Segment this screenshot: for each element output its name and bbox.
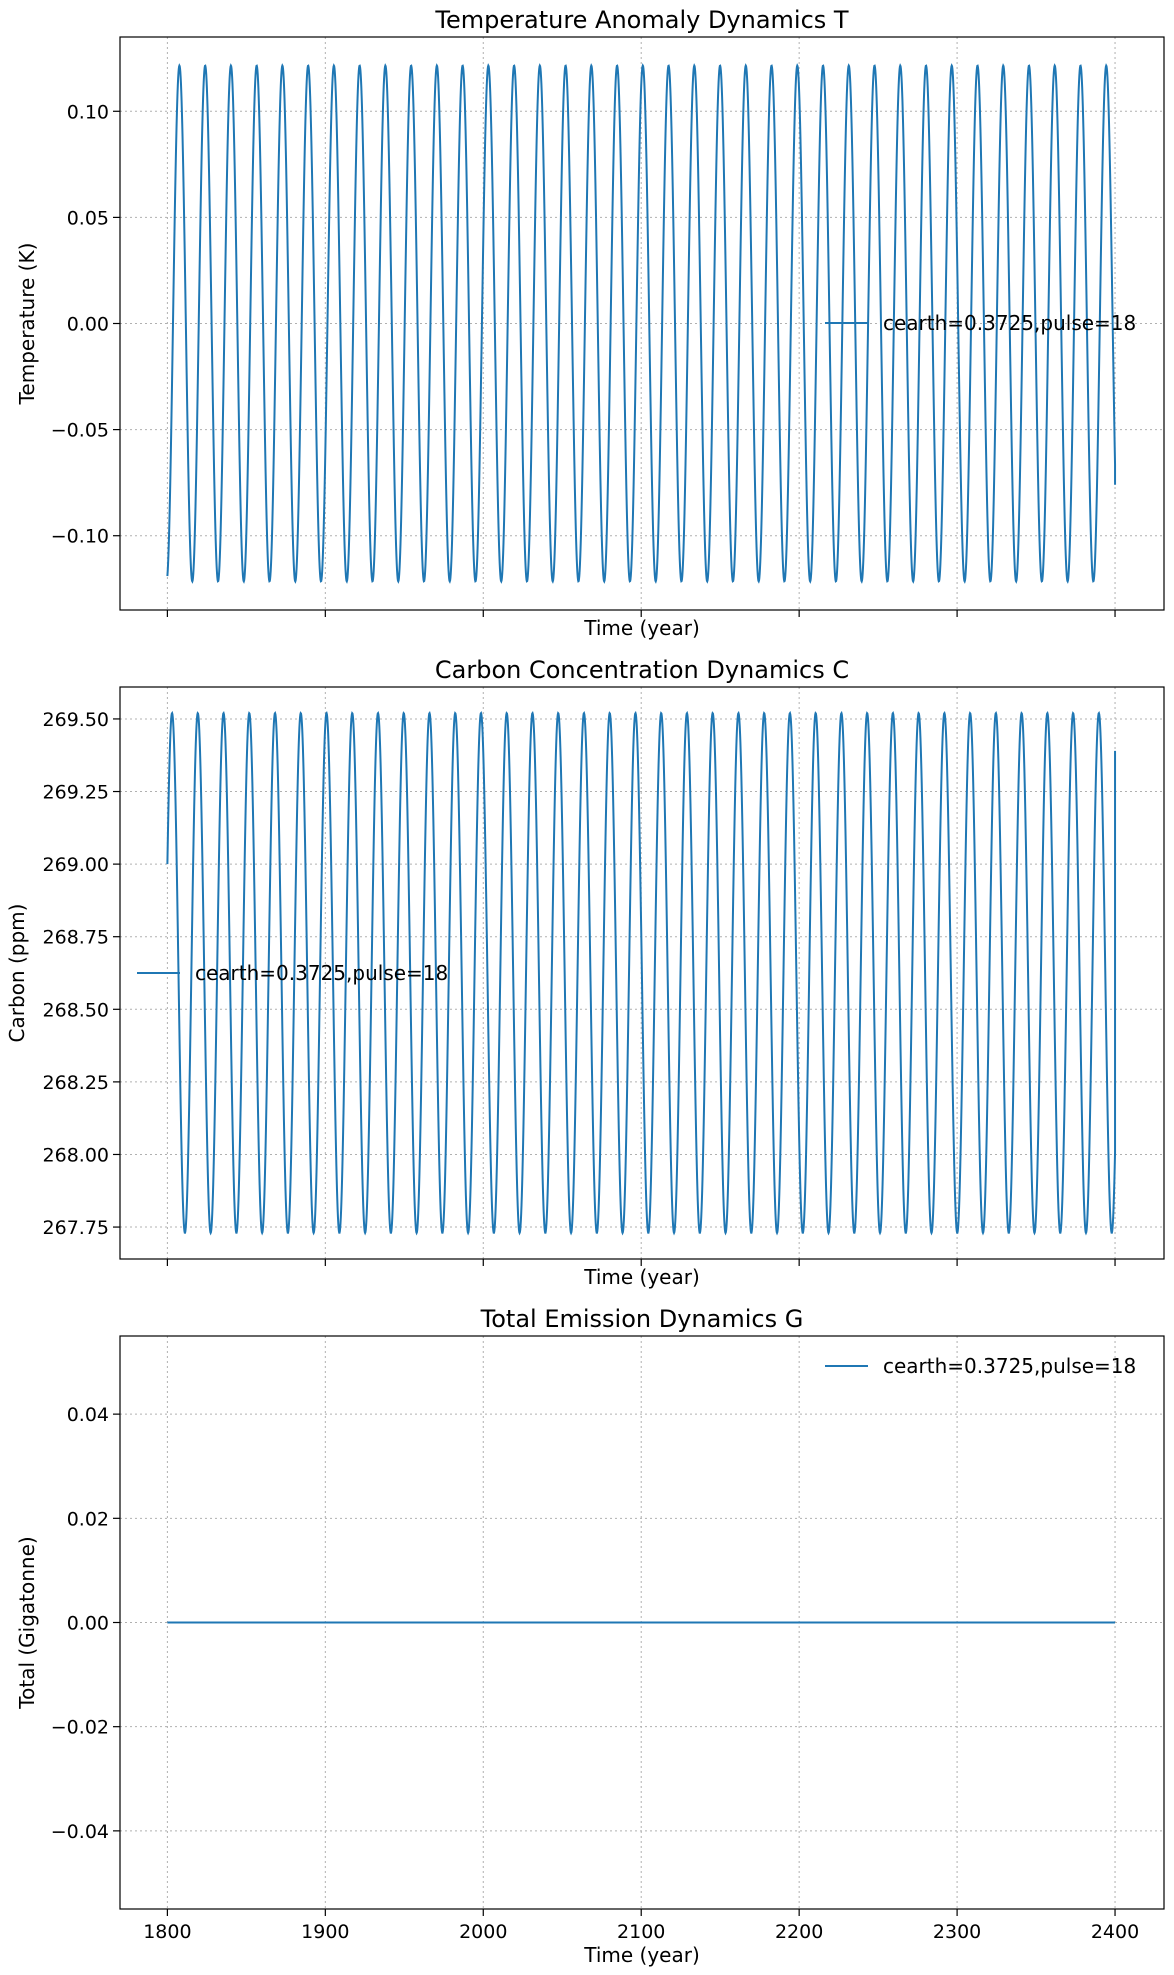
y-tick-label: 268.75 xyxy=(43,927,109,949)
x-tick-label: 2000 xyxy=(459,1921,507,1943)
y-tick-label: 267.75 xyxy=(43,1217,109,1239)
y-tick-label: 268.50 xyxy=(43,999,109,1021)
chart-title: Temperature Anomaly Dynamics T xyxy=(434,6,849,34)
axes-frame xyxy=(119,686,1165,1260)
legend: cearth=0.3725,pulse=18 xyxy=(825,311,1136,335)
legend: cearth=0.3725,pulse=18 xyxy=(825,1354,1136,1378)
y-axis-label: Total (Gigatonne) xyxy=(15,1536,39,1709)
y-tick-label: 0.00 xyxy=(67,1613,109,1635)
series-line xyxy=(166,63,1117,584)
y-tick-label: 269.00 xyxy=(43,854,109,876)
x-tick-label: 1800 xyxy=(143,1921,191,1943)
chart-panel-3: 1800 1900 2000 2100 2200 2300 2400 −0.04 −0.02 0.… xyxy=(15,1305,1165,1967)
x-tick-label: 2400 xyxy=(1091,1921,1139,1943)
y-tick-label: 269.25 xyxy=(43,782,109,804)
y-tick-label: 268.25 xyxy=(43,1072,109,1094)
y-tick-label: −0.10 xyxy=(51,526,109,548)
y-tick-label: 268.00 xyxy=(43,1144,109,1166)
legend-label: cearth=0.3725,pulse=18 xyxy=(883,1354,1136,1378)
y-tick-label: 0.02 xyxy=(67,1508,109,1530)
legend: cearth=0.3725,pulse=18 xyxy=(137,961,448,985)
y-tick-label: −0.02 xyxy=(51,1717,109,1739)
chart-panel-2: 267.75 268.00 268.25 268.50 268.75 269.00 269.… xyxy=(5,656,1165,1289)
y-tick-label: −0.05 xyxy=(51,420,109,442)
x-tick-label: 2300 xyxy=(933,1921,981,1943)
y-tick-label: −0.04 xyxy=(51,1821,109,1843)
legend-label: cearth=0.3725,pulse=18 xyxy=(195,961,448,985)
y-axis-label: Carbon (ppm) xyxy=(5,904,29,1043)
x-axis-label: Time (year) xyxy=(583,1265,700,1289)
chart-title: Total Emission Dynamics G xyxy=(480,1305,804,1333)
x-tick-label: 2200 xyxy=(775,1921,823,1943)
legend-label: cearth=0.3725,pulse=18 xyxy=(883,311,1136,335)
y-tick-label: 269.50 xyxy=(43,709,109,731)
x-tick-label: 1900 xyxy=(301,1921,349,1943)
y-axis-label: Temperature (K) xyxy=(15,243,39,406)
y-tick-label: 0.04 xyxy=(67,1404,109,1426)
y-tick-label: 0.10 xyxy=(67,101,109,123)
y-tick-label: 0.00 xyxy=(67,314,109,336)
x-axis-label: Time (year) xyxy=(583,616,700,640)
chart-panel-1: −0.10 −0.05 0.00 0.05 0.10 Temperature Anomal… xyxy=(15,6,1165,640)
x-axis-label: Time (year) xyxy=(583,1943,700,1967)
y-tick-label: 0.05 xyxy=(67,207,109,229)
series-line xyxy=(166,710,1117,1236)
chart-title: Carbon Concentration Dynamics C xyxy=(435,656,849,684)
x-tick-label: 2100 xyxy=(617,1921,665,1943)
